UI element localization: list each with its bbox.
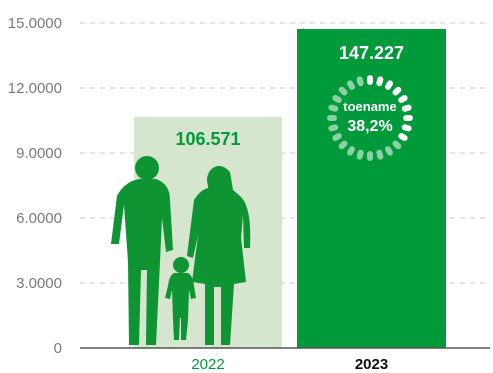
ring-dot [398, 133, 408, 141]
y-tick-label: 0 [54, 340, 62, 357]
ring-dot [385, 146, 393, 156]
x-axis-labels: 2022 2023 [191, 356, 388, 373]
y-tick-label: 6.0000 [16, 210, 62, 227]
y-tick-label: 3.0000 [16, 275, 62, 292]
progress-ring-icon [327, 75, 413, 161]
ring-dot [398, 95, 408, 103]
ring-dot [401, 104, 412, 112]
value-label: 106.571 [175, 129, 240, 149]
y-tick-label: 9.0000 [16, 145, 62, 162]
y-tick-label: 12.0000 [8, 80, 62, 97]
family-silhouette-icon [111, 156, 251, 345]
y-axis-ticks: 0 3.0000 6.0000 9.0000 12.0000 15.0000 [8, 15, 62, 357]
annotation-value: 38,2% [347, 118, 392, 135]
ring-dot [338, 86, 348, 96]
ring-dot [338, 140, 348, 150]
increase-annotation: toename 38,2% [327, 75, 413, 161]
ring-dot [403, 115, 413, 121]
ring-dot [347, 146, 356, 156]
ring-dot [356, 149, 364, 160]
ring-dot [347, 80, 355, 90]
ring-dot [332, 95, 342, 103]
ring-dot [385, 80, 393, 90]
value-labels: 106.571 147.227 [175, 43, 404, 149]
ring-dot [328, 124, 339, 132]
x-tick-label: 2022 [191, 356, 224, 373]
ring-dot [328, 104, 339, 112]
ring-dot [367, 151, 373, 161]
ring-dot [376, 76, 384, 87]
ring-dot [376, 149, 384, 160]
y-tick-label: 15.0000 [8, 15, 62, 32]
value-label: 147.227 [339, 43, 404, 63]
ring-dot [392, 86, 402, 96]
ring-dot [327, 115, 337, 121]
ring-dot [367, 75, 373, 85]
ring-dot [392, 140, 402, 150]
annotation-label: toename [343, 99, 396, 114]
ring-dot [332, 133, 342, 141]
x-tick-label: 2023 [355, 356, 388, 373]
ring-dot [356, 76, 364, 87]
ring-dot [401, 124, 412, 132]
